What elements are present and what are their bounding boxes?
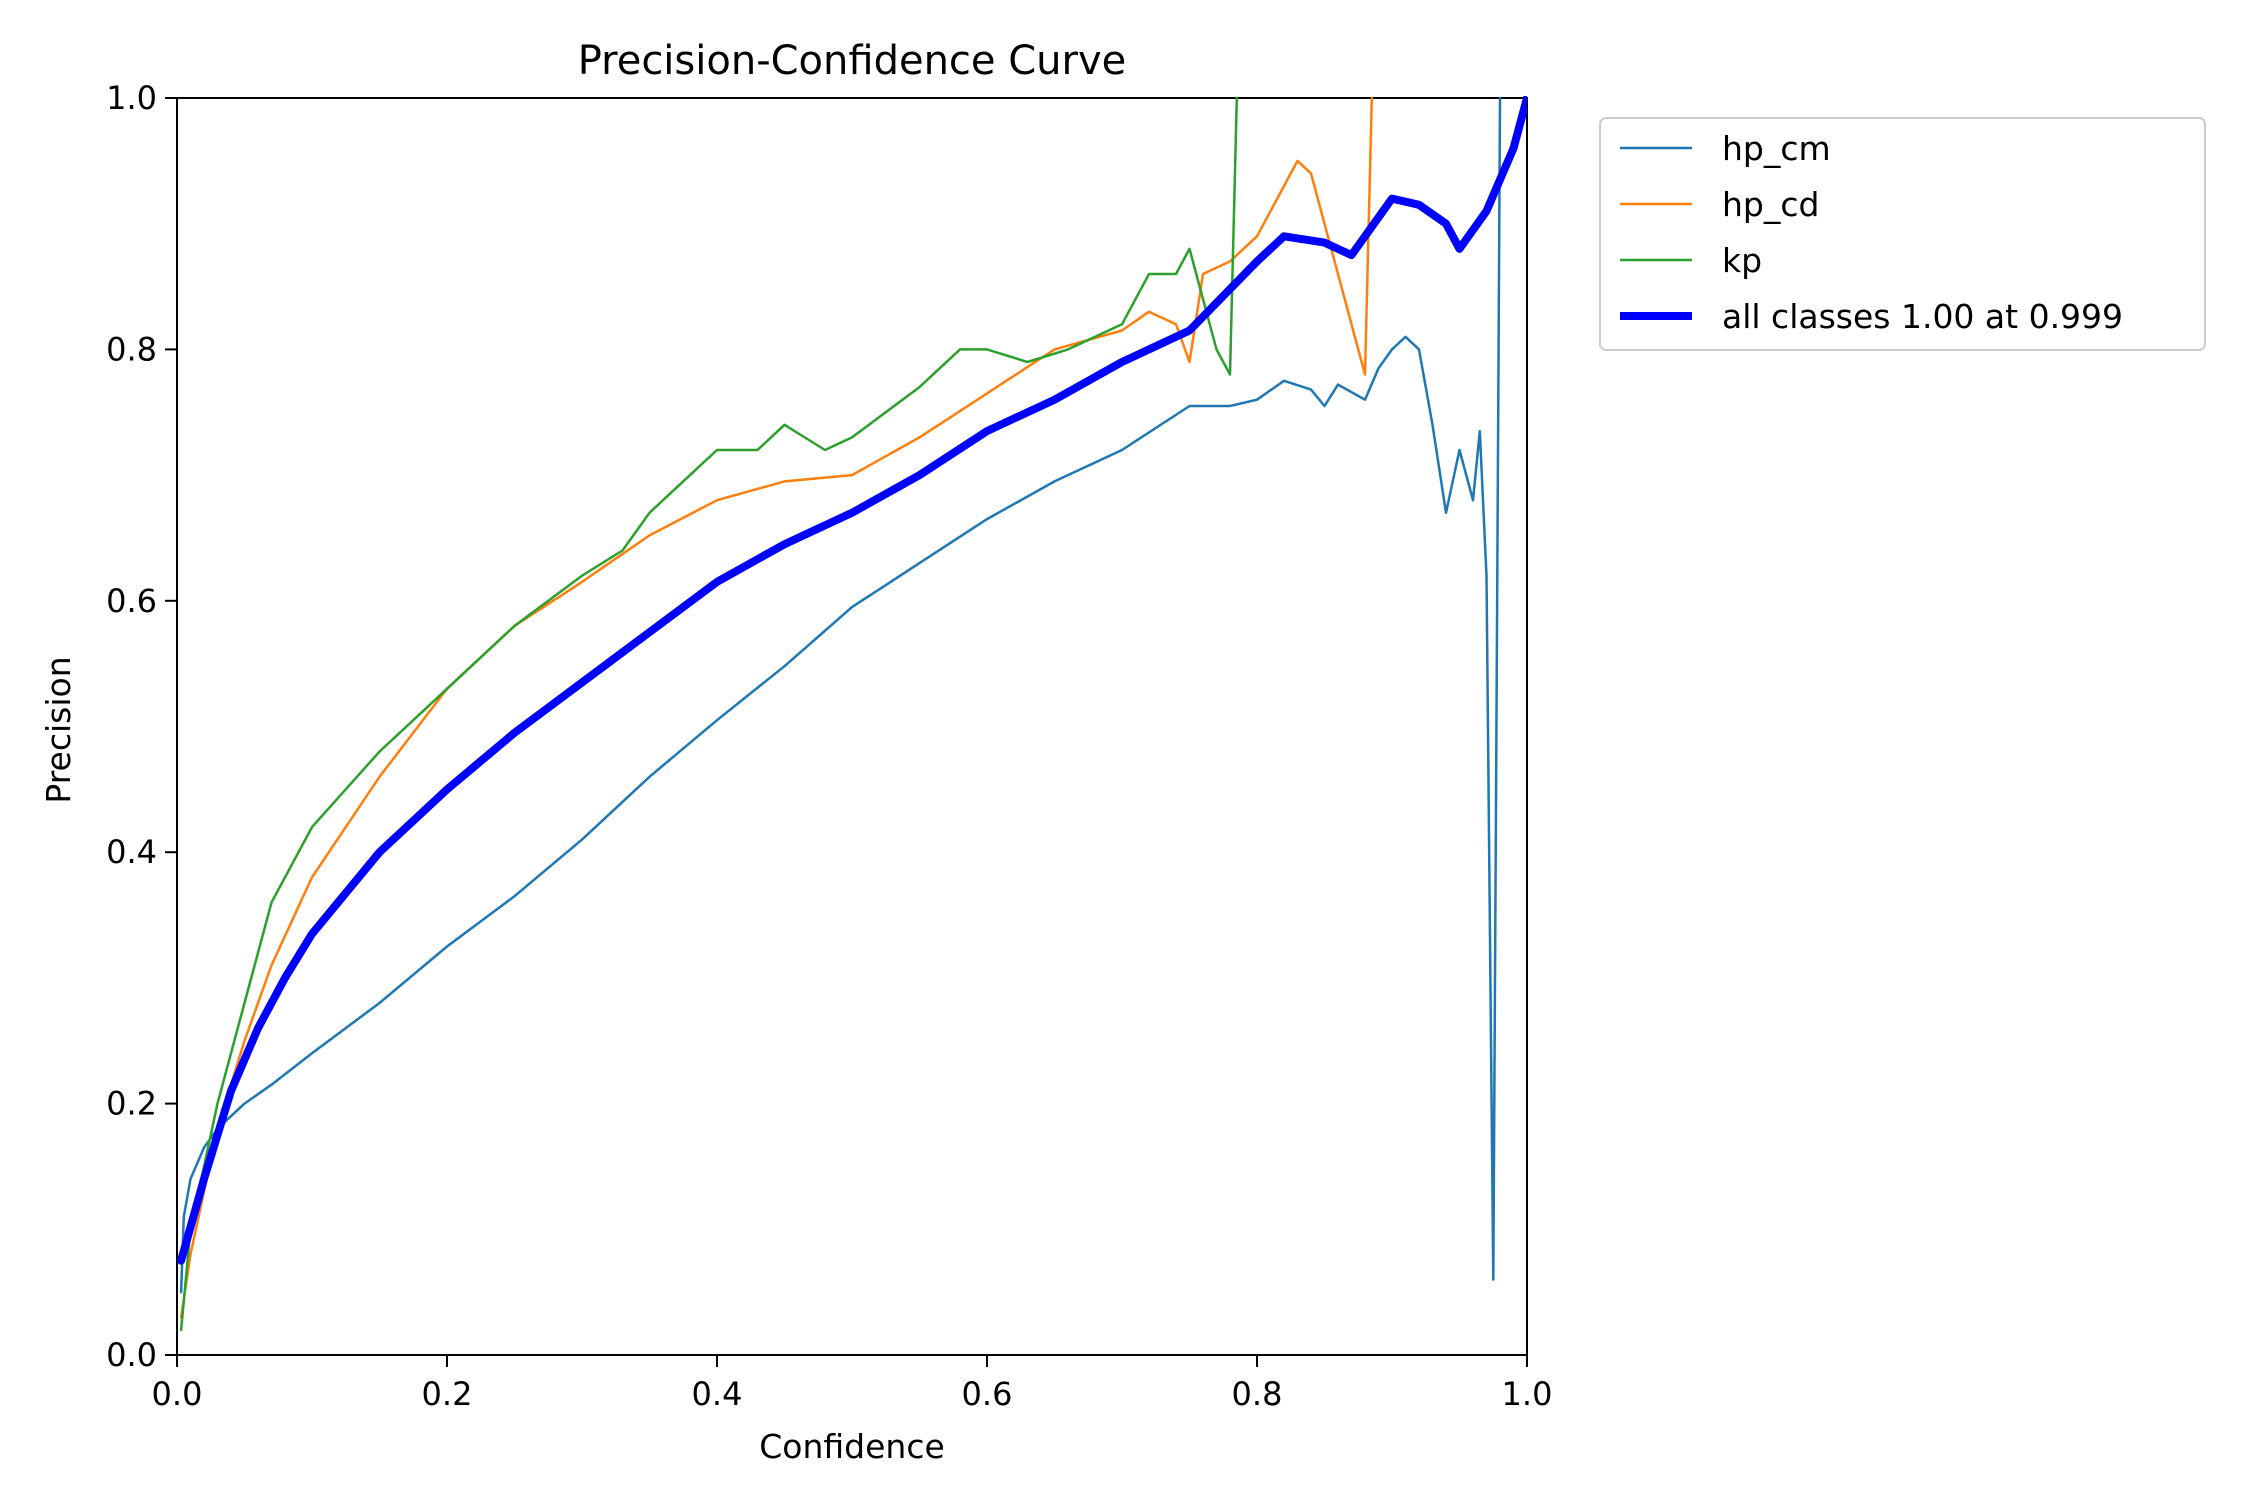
x-tick-label: 0.4	[692, 1375, 743, 1413]
y-tick-label: 0.6	[106, 582, 157, 620]
chart-title: Precision-Confidence Curve	[578, 38, 1127, 84]
x-axis-ticks: 0.0 0.2 0.4 0.6 0.8 1.0	[152, 1355, 1553, 1413]
series-line-3	[177, 96, 1527, 1265]
legend-label-0: hp_cm	[1722, 129, 1831, 168]
y-tick-label: 0.0	[106, 1336, 157, 1374]
legend-frame	[1599, 117, 2206, 351]
legend-label-2: kp	[1722, 241, 1762, 280]
legend-label-3: all classes 1.00 at 0.999	[1722, 297, 2123, 336]
x-tick-label: 0.8	[1232, 1375, 1283, 1413]
series-line-0	[179, 96, 1502, 1294]
plot-area: 0.0 0.2 0.4 0.6 0.8 1.0 0.0 0.2 0.4 0.6 0.8 1.0	[106, 79, 1552, 1413]
y-tick-label: 1.0	[106, 79, 157, 117]
x-tick-label: 0.0	[152, 1375, 203, 1413]
series-line-2	[179, 96, 1239, 1332]
x-tick-label: 0.6	[962, 1375, 1013, 1413]
x-axis-label: Confidence	[759, 1427, 945, 1466]
x-tick-label: 0.2	[422, 1375, 473, 1413]
y-tick-label: 0.8	[106, 330, 157, 368]
legend-label-1: hp_cd	[1722, 185, 1819, 224]
y-tick-label: 0.4	[106, 833, 157, 871]
series-layer	[177, 96, 1527, 1332]
y-axis-ticks: 0.0 0.2 0.4 0.6 0.8 1.0	[106, 79, 177, 1374]
y-tick-label: 0.2	[106, 1085, 157, 1123]
x-tick-label: 1.0	[1502, 1375, 1553, 1413]
axes-frame	[176, 97, 1528, 1356]
series-line-1	[179, 96, 1374, 1319]
y-axis-label: Precision	[39, 656, 78, 803]
